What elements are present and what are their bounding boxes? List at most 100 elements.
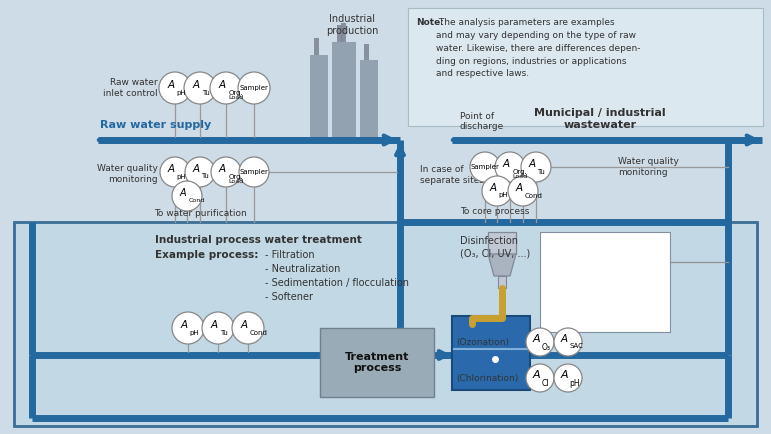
Text: SAC: SAC <box>570 343 584 349</box>
Circle shape <box>172 312 204 344</box>
Bar <box>498 276 506 288</box>
Text: Cond: Cond <box>250 329 268 335</box>
Text: A: A <box>219 164 226 174</box>
Circle shape <box>202 312 234 344</box>
Text: pH: pH <box>570 379 580 388</box>
Text: Tu: Tu <box>201 89 210 95</box>
Text: Tu: Tu <box>220 329 227 335</box>
Text: Sampler: Sampler <box>240 169 268 175</box>
Text: Cond: Cond <box>524 193 542 198</box>
Text: wastewater: wastewater <box>564 120 637 130</box>
Text: A: A <box>193 80 200 90</box>
Text: A: A <box>241 320 247 330</box>
Text: Sampler: Sampler <box>470 164 500 170</box>
Text: Org.: Org. <box>228 174 243 180</box>
Text: A: A <box>193 164 200 174</box>
Text: A: A <box>180 320 187 330</box>
Polygon shape <box>488 254 516 276</box>
FancyBboxPatch shape <box>408 8 763 126</box>
Text: - Sedimentation / flocculation: - Sedimentation / flocculation <box>265 278 409 288</box>
Text: The analysis parameters are examples
and may vary depending on the type of raw
w: The analysis parameters are examples and… <box>436 18 641 79</box>
Text: A: A <box>490 183 497 193</box>
Bar <box>488 232 516 254</box>
Text: Raw water
inlet control: Raw water inlet control <box>103 78 158 98</box>
Text: A: A <box>561 334 568 344</box>
Text: (Ozonation): (Ozonation) <box>456 338 509 346</box>
Circle shape <box>232 312 264 344</box>
Circle shape <box>554 328 582 356</box>
Text: O₃: O₃ <box>541 343 550 352</box>
Circle shape <box>210 72 242 104</box>
Text: Load: Load <box>512 174 527 179</box>
Text: Example process:: Example process: <box>155 250 258 260</box>
Text: Sampler: Sampler <box>240 85 268 91</box>
Text: A: A <box>180 188 187 198</box>
Text: To core process: To core process <box>460 207 530 216</box>
Text: pH: pH <box>190 329 199 335</box>
Circle shape <box>238 72 270 104</box>
Text: Note:: Note: <box>416 18 444 27</box>
Text: A: A <box>529 159 536 169</box>
Circle shape <box>470 152 500 182</box>
Text: - Neutralization: - Neutralization <box>265 264 340 274</box>
Bar <box>452 316 530 390</box>
FancyBboxPatch shape <box>540 232 670 332</box>
Text: A: A <box>218 80 226 90</box>
Circle shape <box>184 72 216 104</box>
Circle shape <box>239 157 269 187</box>
Bar <box>360 60 378 140</box>
Text: A: A <box>167 80 174 90</box>
Text: Cond: Cond <box>188 197 205 203</box>
Circle shape <box>495 152 525 182</box>
Circle shape <box>508 176 538 206</box>
Circle shape <box>554 364 582 392</box>
Text: Org.: Org. <box>228 90 243 96</box>
Circle shape <box>211 157 241 187</box>
Bar <box>332 42 356 140</box>
Text: Industrial
production: Industrial production <box>326 14 379 36</box>
Text: A: A <box>210 320 217 330</box>
Text: (Chlorination): (Chlorination) <box>456 374 518 382</box>
Circle shape <box>482 176 512 206</box>
Circle shape <box>526 328 554 356</box>
Text: To water purification: To water purification <box>153 209 247 218</box>
Text: pH: pH <box>499 193 508 198</box>
Text: Tu: Tu <box>201 174 209 180</box>
Text: Disinfection: Disinfection <box>460 236 518 246</box>
Text: pH: pH <box>177 89 187 95</box>
Bar <box>364 44 369 60</box>
Text: - Softener: - Softener <box>265 292 313 302</box>
Text: Treatment
process: Treatment process <box>345 352 409 373</box>
Bar <box>337 25 343 42</box>
Bar <box>310 55 328 140</box>
FancyBboxPatch shape <box>320 328 434 397</box>
Text: A: A <box>533 370 540 380</box>
Text: Load: Load <box>228 95 244 100</box>
Text: A: A <box>167 164 175 174</box>
Text: Industrial process water treatment: Industrial process water treatment <box>155 235 362 245</box>
Text: (O₃, Cl, UV, ...): (O₃, Cl, UV, ...) <box>460 248 530 258</box>
Text: Raw water supply: Raw water supply <box>100 120 211 130</box>
Circle shape <box>159 72 191 104</box>
Bar <box>314 38 319 55</box>
Text: A: A <box>561 370 568 380</box>
Text: Water quality
monitoring: Water quality monitoring <box>97 164 158 184</box>
Text: - Filtration: - Filtration <box>265 250 315 260</box>
Bar <box>341 23 346 42</box>
Text: A: A <box>516 183 523 193</box>
Text: Water quality
monitoring: Water quality monitoring <box>618 157 679 177</box>
Circle shape <box>521 152 551 182</box>
Text: Org.: Org. <box>512 169 527 175</box>
Text: Municipal / industrial: Municipal / industrial <box>534 108 666 118</box>
Circle shape <box>526 364 554 392</box>
Text: Cl: Cl <box>541 379 549 388</box>
Text: A: A <box>533 334 540 344</box>
Circle shape <box>172 181 202 211</box>
Text: Tu: Tu <box>537 168 545 174</box>
Text: Load: Load <box>228 179 244 184</box>
Circle shape <box>185 157 215 187</box>
FancyBboxPatch shape <box>14 222 757 426</box>
Text: In case of
separate sites: In case of separate sites <box>420 165 484 185</box>
Text: Point of
discharge: Point of discharge <box>460 112 504 132</box>
Text: A: A <box>503 159 510 169</box>
